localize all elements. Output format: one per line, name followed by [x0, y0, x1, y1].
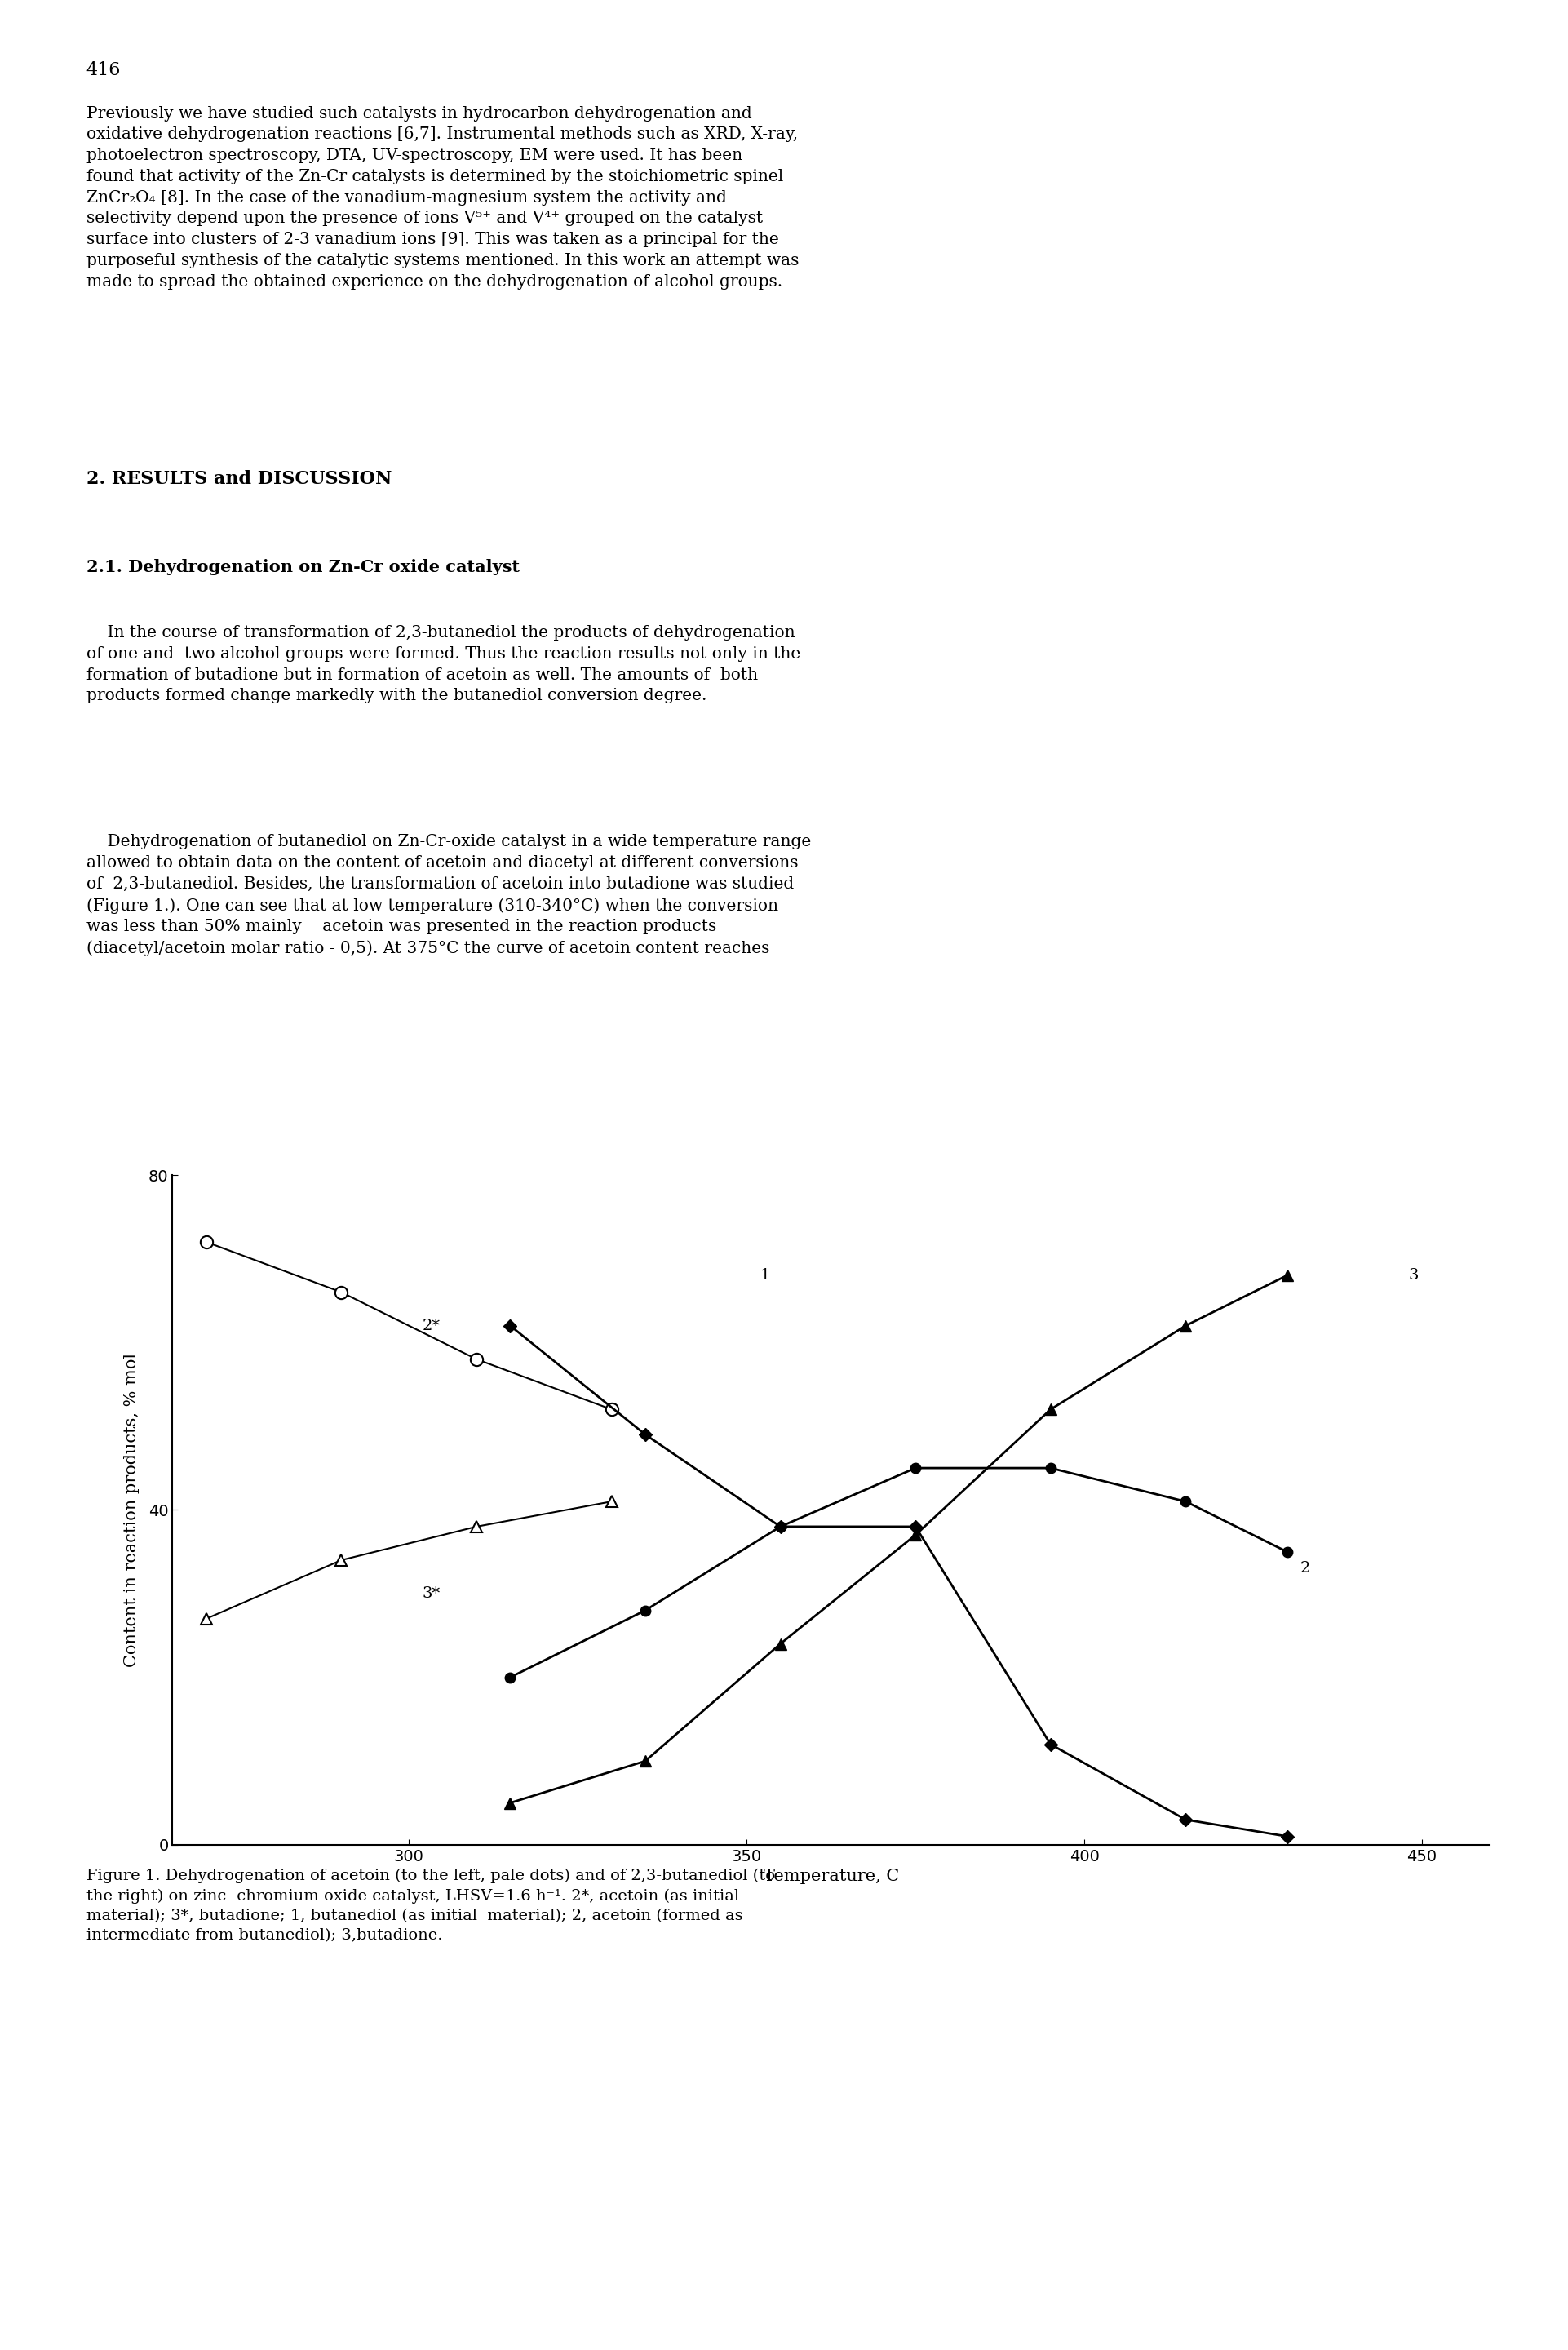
Text: 416: 416 — [86, 61, 121, 80]
Text: In the course of transformation of 2,3-butanediol the products of dehydrogenatio: In the course of transformation of 2,3-b… — [86, 625, 800, 703]
Text: 2: 2 — [1300, 1560, 1311, 1577]
Text: 3*: 3* — [422, 1586, 441, 1600]
Text: 1: 1 — [760, 1269, 770, 1283]
X-axis label: Temperature, C: Temperature, C — [764, 1868, 898, 1885]
Y-axis label: Content in reaction products, % mol: Content in reaction products, % mol — [124, 1354, 140, 1666]
Text: Dehydrogenation of butanediol on Zn-Cr-oxide catalyst in a wide temperature rang: Dehydrogenation of butanediol on Zn-Cr-o… — [86, 834, 811, 956]
Text: 2*: 2* — [422, 1318, 441, 1332]
Text: 3: 3 — [1408, 1269, 1419, 1283]
Text: 2.1. Dehydrogenation on Zn-Cr oxide catalyst: 2.1. Dehydrogenation on Zn-Cr oxide cata… — [86, 559, 519, 576]
Text: 2. RESULTS and DISCUSSION: 2. RESULTS and DISCUSSION — [86, 470, 392, 489]
Text: Figure 1. Dehydrogenation of acetoin (to the left, pale dots) and of 2,3-butaned: Figure 1. Dehydrogenation of acetoin (to… — [86, 1868, 775, 1943]
Text: Previously we have studied such catalysts in hydrocarbon dehydrogenation and
oxi: Previously we have studied such catalyst… — [86, 106, 798, 289]
